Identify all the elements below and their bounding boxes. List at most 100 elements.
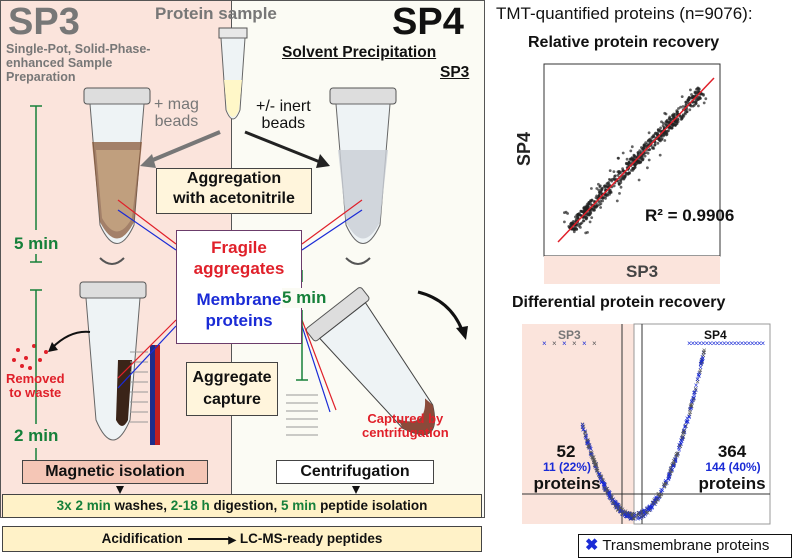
volcano-point: ×	[660, 486, 665, 495]
volcano-point: ×	[597, 470, 602, 479]
volcano-point: ×	[596, 468, 601, 477]
volcano-point: ×	[684, 418, 689, 427]
volcano-point: ×	[599, 478, 604, 487]
scatter-ylabel: SP4	[514, 131, 534, 166]
volcano-point: ×	[594, 464, 599, 473]
volcano-point: ×	[691, 395, 696, 404]
scatter-point	[599, 206, 602, 209]
volcano-point: ×	[663, 479, 668, 488]
volcano-point: ×	[653, 498, 658, 507]
volcano-point: ×	[680, 435, 685, 444]
volcano-point: ×	[599, 473, 604, 482]
volcano-point: ×	[676, 449, 681, 458]
volcano-right-label: SP4	[704, 328, 727, 342]
scatter-point	[584, 217, 588, 221]
volcano-point: ×	[679, 436, 684, 445]
scatter-point	[652, 135, 656, 139]
volcano-point: ×	[652, 500, 657, 509]
volcano-right-word: proteins	[698, 474, 766, 493]
volcano-point: ×	[681, 426, 686, 435]
volcano-point: ×	[666, 475, 671, 484]
volcano-point: ×	[678, 442, 683, 451]
volcano-point: ×	[642, 506, 647, 515]
volcano-point: ×	[666, 471, 671, 480]
volcano-point: ×	[597, 470, 602, 479]
volcano-point: ×	[627, 512, 632, 521]
scatter-point	[617, 182, 621, 186]
volcano-point: ×	[628, 514, 633, 523]
scatter-point	[681, 105, 685, 108]
volcano-point: ×	[601, 478, 606, 487]
volcano-point: ×	[663, 477, 668, 486]
volcano-point: ×	[699, 358, 704, 367]
volcano-point: ×	[602, 480, 607, 489]
volcano-point: ×	[685, 417, 690, 426]
scatter-point	[659, 126, 662, 130]
volcano-point: ×	[585, 436, 590, 445]
volcano-point: ×	[607, 492, 612, 501]
volcano-point: ×	[647, 503, 652, 512]
volcano-point: ×	[692, 388, 697, 397]
volcano-point: ×	[635, 511, 640, 520]
sp4-tube-beads-icon	[329, 87, 397, 244]
volcano-point: ×	[607, 493, 612, 502]
volcano-point: ×	[666, 474, 671, 483]
volcano-point: ×	[700, 356, 705, 365]
volcano-point: ×	[602, 481, 607, 490]
volcano-point: ×	[691, 394, 696, 403]
volcano-point: ×	[628, 514, 633, 523]
volcano-point: ×	[618, 503, 623, 512]
volcano-point: ×	[705, 339, 710, 348]
scatter-point	[609, 190, 613, 194]
volcano-point: ×	[671, 461, 676, 470]
volcano-point: ×	[605, 485, 610, 494]
volcano-point: ×	[590, 453, 595, 462]
volcano-point: ×	[648, 504, 653, 513]
volcano-point: ×	[657, 492, 662, 501]
volcano-point: ×	[675, 449, 680, 458]
volcano-point: ×	[581, 426, 586, 435]
volcano-point: ×	[692, 390, 697, 399]
volcano-point: ×	[678, 439, 683, 448]
volcano-point: ×	[644, 508, 649, 517]
volcano-point: ×	[606, 486, 611, 495]
volcano-point: ×	[598, 471, 603, 480]
volcano-point: ×	[580, 423, 585, 432]
scatter-point	[684, 100, 688, 104]
volcano-point: ×	[595, 466, 600, 475]
volcano-point: ×	[601, 476, 606, 485]
r2-value: R² = 0.9906	[645, 206, 735, 225]
volcano-point: ×	[673, 456, 678, 465]
volcano-point: ×	[614, 502, 619, 511]
volcano-point: ×	[651, 498, 656, 507]
volcano-point: ×	[670, 461, 675, 470]
volcano-point: ×	[607, 493, 612, 502]
scatter-point	[663, 111, 667, 115]
volcano-point: ×	[750, 339, 755, 348]
volcano-point: ×	[693, 385, 698, 394]
sp3-beads-label: + mag beads	[154, 96, 199, 130]
scatter-point	[680, 95, 684, 98]
volcano-point: ×	[672, 461, 677, 470]
scatter-point	[608, 193, 611, 196]
volcano-point: ×	[653, 496, 658, 505]
volcano-point: ×	[655, 496, 660, 505]
scatter-point	[651, 146, 654, 150]
waste-particles-icon	[12, 344, 48, 370]
volcano-point: ×	[599, 472, 604, 481]
volcano-point: ×	[607, 493, 612, 502]
volcano-point: ×	[626, 510, 631, 519]
volcano-point: ×	[594, 460, 599, 469]
volcano-point: ×	[634, 512, 639, 521]
volcano-point: ×	[583, 432, 588, 441]
volcano-point: ×	[667, 470, 672, 479]
scatter-point	[639, 160, 643, 164]
volcano-point: ×	[664, 478, 669, 487]
volcano-point: ×	[580, 420, 585, 429]
volcano-point: ×	[603, 481, 608, 490]
scatter-point	[643, 154, 647, 158]
volcano-point: ×	[715, 339, 720, 348]
scatter-point	[653, 143, 657, 147]
scatter-point	[595, 204, 599, 208]
volcano-point: ×	[636, 509, 641, 518]
